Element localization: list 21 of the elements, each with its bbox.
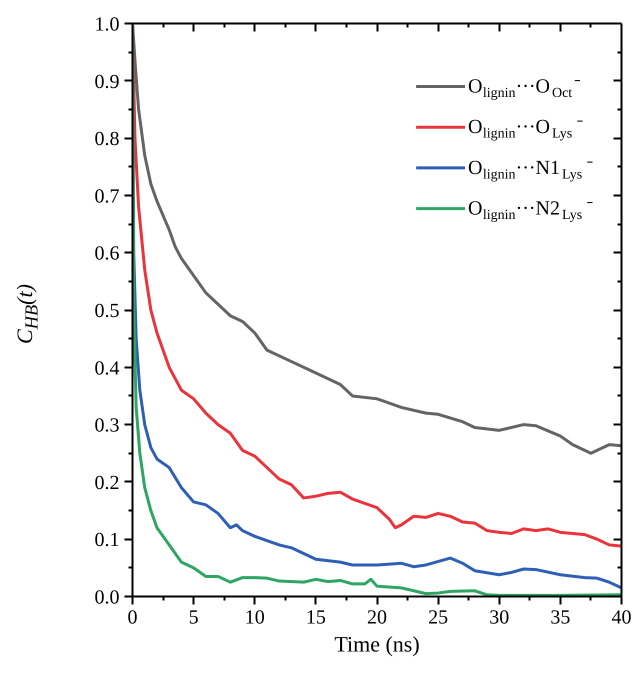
x-tick-label: 10 <box>244 606 265 628</box>
y-tick-label: 0.3 <box>94 414 120 437</box>
y-tick-label: 1.0 <box>94 14 120 36</box>
y-tick-label: 0.2 <box>94 472 120 494</box>
x-tick-label: 15 <box>306 606 326 628</box>
y-tick-label: 0.5 <box>94 300 120 322</box>
x-tick-label: 30 <box>489 606 510 628</box>
y-tick-label: 0.4 <box>94 357 120 380</box>
x-tick-label: 25 <box>428 606 448 628</box>
y-tick-label: 0.8 <box>94 128 120 150</box>
y-tick-label: 0.1 <box>94 529 120 552</box>
x-tick-label: 40 <box>612 606 632 628</box>
x-tick-label: 5 <box>188 606 199 628</box>
x-tick-label: 35 <box>550 606 570 628</box>
x-axis-title: Time (ns) <box>334 632 420 656</box>
x-tick-label: 20 <box>367 606 387 628</box>
y-tick-label: 0.6 <box>94 242 120 265</box>
y-tick-label: 0.0 <box>94 586 120 608</box>
x-tick-label: 0 <box>128 606 138 628</box>
y-tick-label: 0.9 <box>94 70 120 93</box>
y-tick-label: 0.7 <box>94 185 120 208</box>
